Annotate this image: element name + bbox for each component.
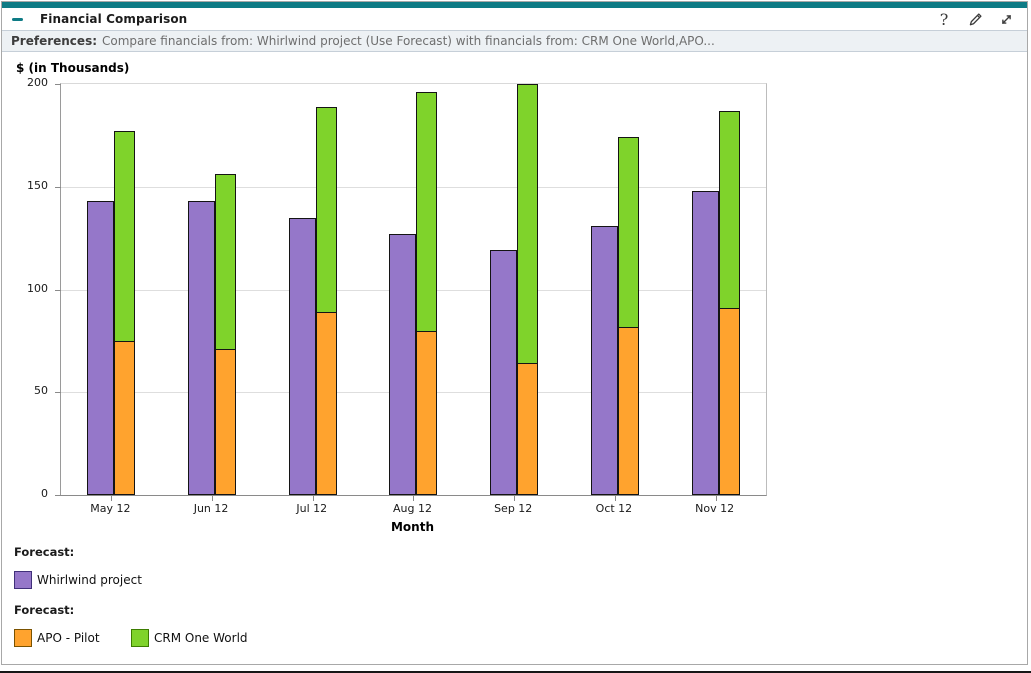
- y-tick-label: 150: [27, 178, 48, 192]
- chart-legend: Forecast: Whirlwind project Forecast: APO -…: [2, 542, 1027, 647]
- bar-group: [162, 84, 263, 501]
- segment-apo-pilot[interactable]: [416, 330, 438, 495]
- portlet-header: Financial Comparison ?: [2, 8, 1027, 30]
- x-tick-label: Aug 12: [393, 502, 432, 515]
- bar-group: [665, 84, 766, 501]
- bar-whirlwind-project[interactable]: [87, 201, 115, 495]
- help-button[interactable]: ?: [935, 9, 953, 29]
- x-axis-title: Month: [390, 520, 434, 534]
- maximize-button[interactable]: [997, 10, 1015, 28]
- legend-swatch: [14, 629, 32, 647]
- x-tick-label: Nov 12: [695, 502, 735, 515]
- portlet-accent-bar: [2, 2, 1027, 8]
- legend-swatch: [131, 629, 149, 647]
- y-tick: [55, 495, 61, 496]
- preferences-text: Compare financials from: Whirlwind proje…: [102, 34, 715, 48]
- gridline: [61, 186, 766, 188]
- x-tick: [212, 496, 214, 501]
- plot-area: [55, 83, 767, 501]
- portlet-title: Financial Comparison: [40, 12, 188, 26]
- x-tick: [413, 496, 415, 501]
- stacked-bar: [617, 84, 639, 495]
- chart: $ (in Thousands) 0 50 100 150 200 May 12 Jun …: [2, 52, 1027, 542]
- edit-button[interactable]: [966, 10, 984, 28]
- segment-crm-one-world[interactable]: [416, 92, 438, 331]
- segment-crm-one-world[interactable]: [114, 131, 136, 341]
- legend-item-label: Whirlwind project: [37, 573, 142, 587]
- legend-item-label: CRM One World: [154, 631, 248, 645]
- stacked-bar: [215, 84, 237, 495]
- x-tick: [514, 496, 516, 501]
- preferences-label: Preferences:: [11, 34, 98, 48]
- stacked-bar: [315, 84, 337, 495]
- page-bottom-edge: [0, 671, 1031, 673]
- segment-crm-one-world[interactable]: [215, 174, 237, 350]
- stacked-bar: [718, 84, 740, 495]
- help-icon: ?: [939, 9, 949, 29]
- y-tick-label: 0: [41, 487, 48, 500]
- y-tick-label: 50: [34, 384, 48, 398]
- bar-whirlwind-project[interactable]: [188, 201, 216, 495]
- y-axis-labels: 0 50 100 150 200: [2, 76, 48, 500]
- legend-item: CRM One World: [131, 629, 248, 647]
- x-tick: [715, 496, 717, 501]
- segment-crm-one-world[interactable]: [718, 110, 740, 308]
- bar-whirlwind-project[interactable]: [288, 217, 316, 495]
- y-tick: [55, 392, 61, 394]
- segment-crm-one-world[interactable]: [517, 84, 539, 364]
- expand-icon: [1001, 14, 1011, 24]
- legend-item: APO - Pilot: [14, 629, 131, 647]
- legend-group-label: Forecast:: [14, 603, 75, 617]
- bar-group: [464, 84, 565, 501]
- pencil-icon: [969, 12, 982, 25]
- preferences-bar: Preferences: Compare financials from: Wh…: [2, 30, 1027, 52]
- x-tick-label: May 12: [90, 502, 131, 515]
- x-tick-label: Oct 12: [595, 502, 633, 515]
- x-tick: [111, 496, 113, 501]
- bar-whirlwind-project[interactable]: [389, 234, 417, 495]
- segment-apo-pilot[interactable]: [718, 308, 740, 495]
- segment-crm-one-world[interactable]: [617, 137, 639, 327]
- bar-whirlwind-project[interactable]: [691, 190, 719, 495]
- bar-whirlwind-project[interactable]: [590, 225, 618, 495]
- segment-apo-pilot[interactable]: [315, 312, 337, 495]
- segment-crm-one-world[interactable]: [315, 106, 337, 313]
- segment-apo-pilot[interactable]: [617, 326, 639, 495]
- bar-group: [363, 84, 464, 501]
- x-tick: [312, 496, 314, 501]
- legend-row: Whirlwind project: [14, 571, 1027, 589]
- x-tick: [614, 496, 616, 501]
- stacked-bar: [114, 84, 136, 495]
- stacked-bar: [416, 84, 438, 495]
- stacked-bar: [517, 84, 539, 495]
- x-axis-labels: May 12 Jun 12 Jul 12 Aug 12 Sep 12 Oct 12 Nov …: [60, 502, 765, 516]
- segment-apo-pilot[interactable]: [215, 349, 237, 495]
- legend-swatch: [14, 571, 32, 589]
- y-tick-label: 200: [27, 76, 48, 89]
- y-tick: [55, 186, 61, 188]
- x-tick-label: Sep 12: [494, 502, 533, 515]
- legend-group-label: Forecast:: [14, 545, 75, 559]
- bar-whirlwind-project[interactable]: [490, 250, 518, 495]
- segment-apo-pilot[interactable]: [114, 340, 136, 495]
- segment-apo-pilot[interactable]: [517, 363, 539, 495]
- x-tick-label: Jun 12: [193, 502, 229, 515]
- x-tick-label: Jul 12: [296, 502, 328, 515]
- y-tick: [55, 84, 61, 85]
- y-tick-label: 100: [27, 281, 48, 295]
- bar-group: [565, 84, 666, 501]
- y-tick: [55, 289, 61, 291]
- header-icons: ?: [935, 9, 1015, 29]
- legend-item: Whirlwind project: [14, 571, 142, 589]
- bar-group: [262, 84, 363, 501]
- y-axis-title: $ (in Thousands): [16, 61, 130, 75]
- legend-row: APO - Pilot CRM One World: [14, 629, 1027, 647]
- minus-icon: [12, 17, 23, 21]
- legend-item-label: APO - Pilot: [37, 631, 100, 645]
- collapse-button[interactable]: [12, 11, 34, 27]
- bar-group: [61, 84, 162, 501]
